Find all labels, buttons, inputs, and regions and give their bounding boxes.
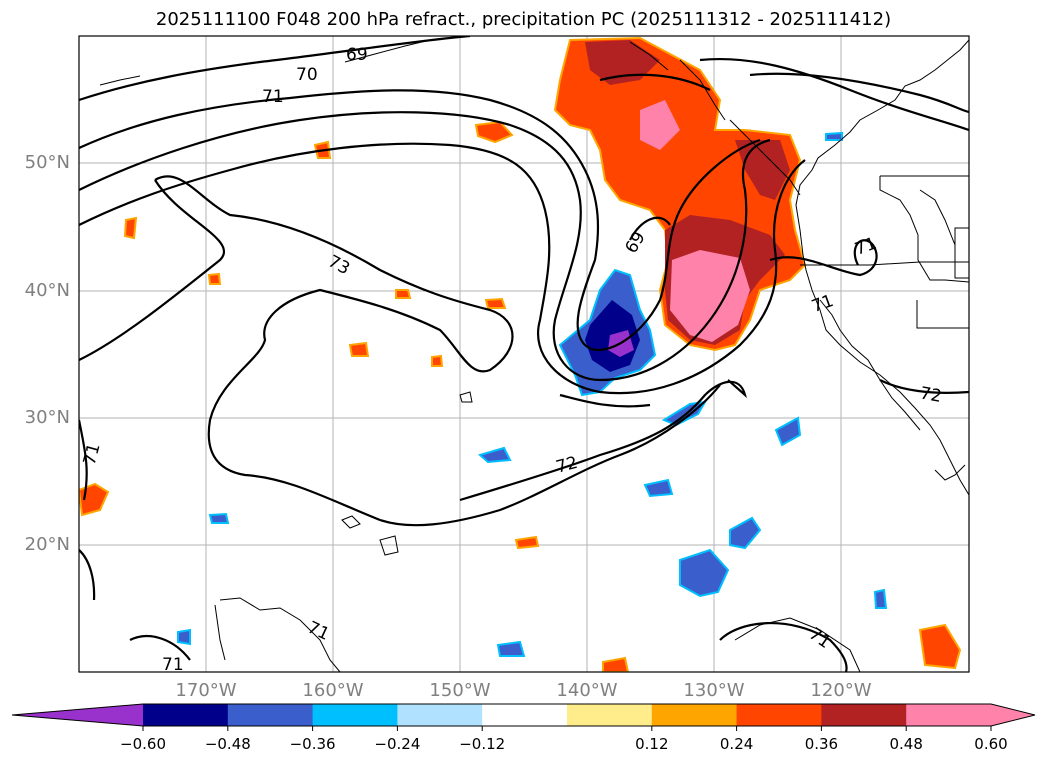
contour-73	[154, 175, 721, 527]
svg-text:71: 71	[162, 655, 184, 675]
contour-71-a	[79, 111, 771, 382]
colorbar-segment	[651, 704, 738, 726]
colorbar-tick-label: −0.48	[204, 735, 251, 753]
lon-label-150w: 150°W	[429, 680, 491, 701]
contour-69-inner	[629, 216, 671, 241]
colorbar	[11, 703, 1036, 731]
contour-70	[79, 89, 761, 351]
lat-label-30n: 30°N	[24, 407, 70, 428]
coast-baja	[819, 299, 921, 431]
precip-area-se	[918, 623, 962, 670]
contour-71-west	[79, 419, 88, 501]
refractivity-contours	[79, 36, 969, 672]
colorbar-segment	[397, 704, 483, 726]
colorbar-extend-max	[991, 704, 1035, 726]
map-frame	[78, 35, 970, 673]
colorbar-segment	[736, 704, 822, 726]
coastlines	[99, 39, 969, 672]
lon-label-170w: 170°W	[175, 680, 237, 701]
contour-72-east	[879, 379, 969, 394]
colorbar-tick-label: 0.24	[719, 735, 754, 753]
coast-na	[795, 39, 969, 496]
contour-72-west	[79, 179, 225, 361]
colorbar-extend-min	[12, 704, 143, 726]
colorbar-segment	[482, 704, 568, 726]
contour-69-north	[79, 36, 471, 102]
colorbar-segment	[906, 704, 992, 726]
colorbar-tick-label: −0.36	[289, 735, 336, 753]
lat-label-40n: 40°N	[24, 280, 70, 301]
contour-label: 70	[296, 65, 318, 85]
colorbar-segment	[821, 704, 907, 726]
coast-south	[219, 597, 341, 672]
colorbar-tick-label: 0.60	[974, 735, 1008, 753]
lat-label-20n: 20°N	[24, 534, 70, 555]
colorbar-segment	[227, 704, 314, 726]
contour-71-b	[79, 142, 806, 395]
colorbar-tick-label: 0.36	[804, 735, 839, 753]
precip-core-5	[640, 100, 680, 150]
colorbar-tick-label: 0.48	[889, 735, 923, 753]
lat-label-50n: 50°N	[24, 152, 70, 173]
colorbar-tick-label: −0.60	[120, 735, 166, 753]
precip-core-4	[670, 250, 750, 342]
precip-positive-areas	[79, 36, 962, 672]
contour-71-east	[769, 239, 878, 277]
precip-neg-se	[679, 548, 730, 598]
contour-label: 72	[918, 383, 943, 406]
lon-label-140w: 140°W	[556, 680, 618, 701]
lon-label-160w: 160°W	[302, 680, 364, 701]
contour-label: 69	[346, 45, 368, 65]
colorbar-tick-label: −0.12	[459, 735, 506, 753]
lon-label-120w: 120°W	[810, 680, 872, 701]
map-title: 2025111100 F048 200 hPa refract., precip…	[155, 9, 892, 30]
colorbar-tick-label: 0.12	[635, 735, 669, 753]
colorbar-segment	[143, 704, 229, 726]
lon-label-130w: 130°W	[683, 680, 745, 701]
colorbar-segment	[312, 704, 398, 726]
contour-label: 71	[262, 87, 284, 107]
map-background	[79, 36, 969, 672]
colorbar-segment	[567, 704, 653, 726]
colorbar-tick-label: −0.24	[374, 735, 421, 753]
